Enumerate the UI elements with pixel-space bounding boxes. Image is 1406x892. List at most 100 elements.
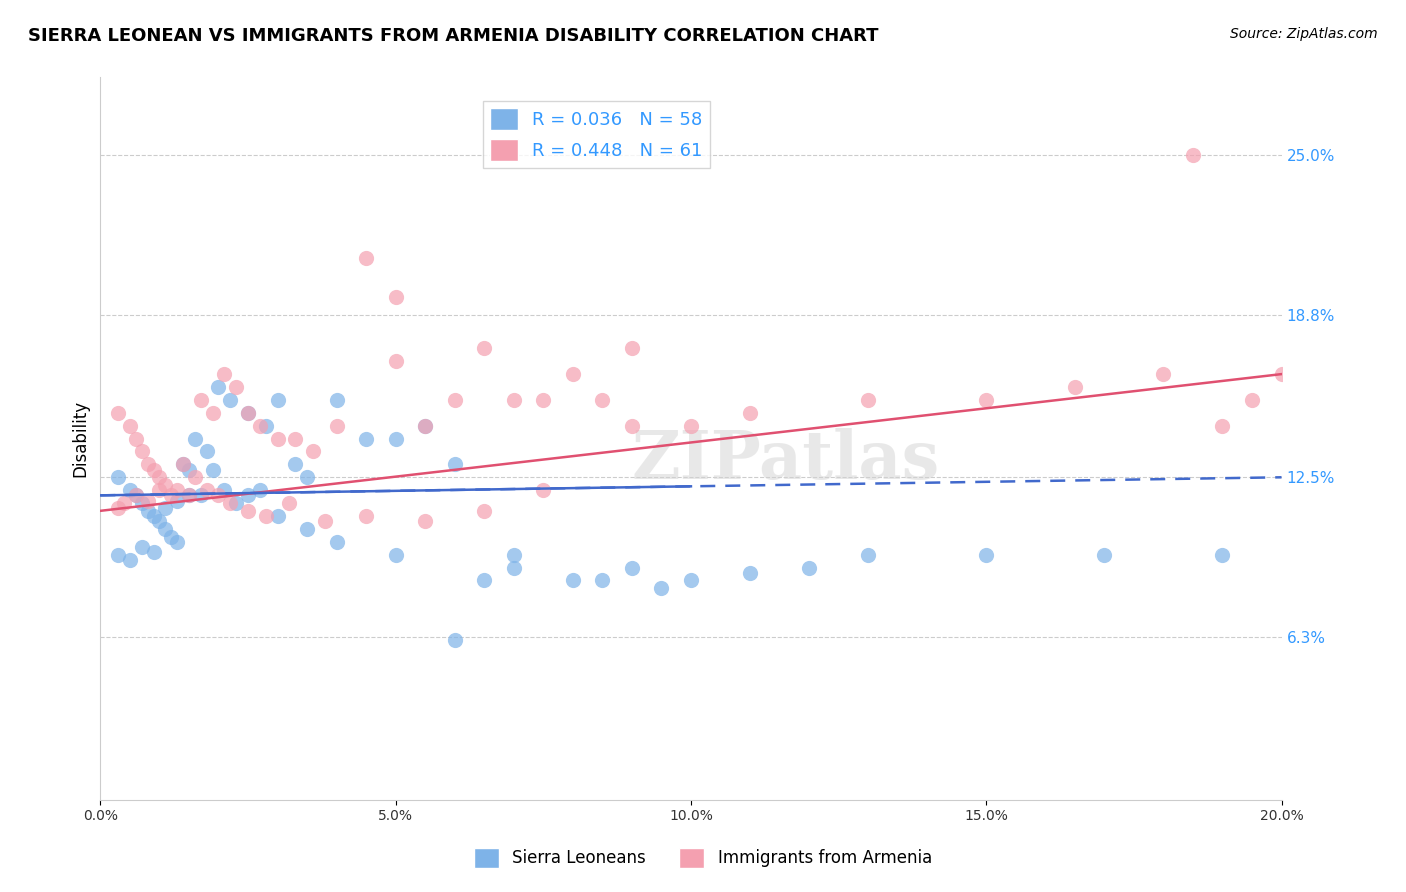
Point	[236, 488, 259, 502]
Point	[502, 548, 524, 562]
Point	[472, 504, 495, 518]
Text: ZIPatlas: ZIPatlas	[631, 428, 939, 492]
Point	[219, 496, 242, 510]
Point	[472, 341, 495, 355]
Y-axis label: Disability: Disability	[72, 400, 89, 477]
Point	[354, 432, 377, 446]
Point	[160, 488, 183, 502]
Point	[184, 432, 207, 446]
Point	[413, 418, 436, 433]
Point	[166, 493, 188, 508]
Point	[131, 444, 153, 458]
Point	[1063, 380, 1085, 394]
Point	[125, 488, 148, 502]
Point	[214, 367, 236, 381]
Point	[136, 493, 159, 508]
Point	[148, 483, 170, 498]
Point	[131, 496, 153, 510]
Point	[201, 462, 224, 476]
Point	[118, 483, 141, 498]
Point	[107, 470, 129, 484]
Point	[1270, 367, 1292, 381]
Point	[118, 553, 141, 567]
Point	[107, 406, 129, 420]
Point	[225, 380, 247, 394]
Point	[1211, 418, 1233, 433]
Point	[195, 444, 218, 458]
Point	[166, 534, 188, 549]
Point	[166, 483, 188, 498]
Point	[201, 406, 224, 420]
Point	[679, 574, 702, 588]
Point	[856, 548, 879, 562]
Point	[142, 545, 165, 559]
Point	[214, 483, 236, 498]
Point	[679, 418, 702, 433]
Point	[107, 501, 129, 516]
Point	[738, 406, 761, 420]
Point	[177, 488, 200, 502]
Point	[325, 392, 347, 407]
Point	[302, 444, 325, 458]
Point	[249, 418, 271, 433]
Point	[314, 514, 336, 528]
Point	[148, 514, 170, 528]
Point	[502, 392, 524, 407]
Legend: Sierra Leoneans, Immigrants from Armenia: Sierra Leoneans, Immigrants from Armenia	[467, 841, 939, 875]
Point	[136, 504, 159, 518]
Point	[502, 560, 524, 574]
Point	[118, 418, 141, 433]
Point	[620, 341, 643, 355]
Point	[155, 522, 177, 536]
Point	[284, 432, 307, 446]
Point	[325, 534, 347, 549]
Point	[284, 458, 307, 472]
Point	[443, 632, 465, 647]
Point	[354, 251, 377, 265]
Point	[184, 470, 207, 484]
Point	[295, 522, 318, 536]
Point	[738, 566, 761, 580]
Point	[974, 548, 997, 562]
Point	[278, 496, 301, 510]
Point	[142, 462, 165, 476]
Point	[148, 470, 170, 484]
Point	[1211, 548, 1233, 562]
Point	[266, 392, 288, 407]
Point	[225, 496, 247, 510]
Point	[207, 488, 229, 502]
Point	[443, 458, 465, 472]
Point	[177, 462, 200, 476]
Point	[797, 560, 820, 574]
Point	[974, 392, 997, 407]
Point	[384, 432, 406, 446]
Point	[1181, 148, 1204, 162]
Text: Source: ZipAtlas.com: Source: ZipAtlas.com	[1230, 27, 1378, 41]
Point	[177, 488, 200, 502]
Point	[266, 508, 288, 523]
Point	[155, 478, 177, 492]
Point	[112, 496, 135, 510]
Point	[591, 392, 613, 407]
Point	[1092, 548, 1115, 562]
Point	[620, 560, 643, 574]
Point	[856, 392, 879, 407]
Point	[1152, 367, 1174, 381]
Point	[249, 483, 271, 498]
Legend: R = 0.036   N = 58, R = 0.448   N = 61: R = 0.036 N = 58, R = 0.448 N = 61	[484, 101, 710, 169]
Point	[207, 380, 229, 394]
Point	[236, 406, 259, 420]
Point	[190, 488, 212, 502]
Point	[561, 574, 583, 588]
Point	[219, 392, 242, 407]
Point	[266, 432, 288, 446]
Point	[591, 574, 613, 588]
Point	[195, 483, 218, 498]
Point	[236, 504, 259, 518]
Point	[254, 508, 277, 523]
Point	[236, 406, 259, 420]
Point	[107, 548, 129, 562]
Point	[384, 354, 406, 368]
Point	[354, 508, 377, 523]
Point	[384, 290, 406, 304]
